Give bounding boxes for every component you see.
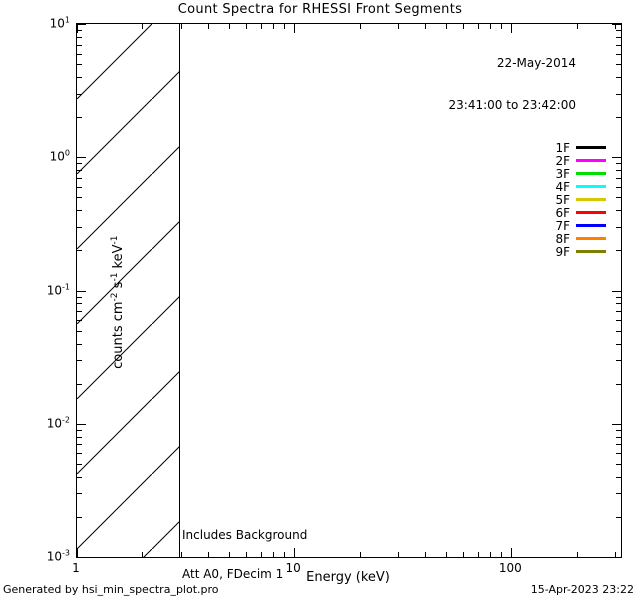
axis-tick	[260, 24, 262, 29]
axis-tick	[616, 330, 621, 332]
legend-time-range: 23:41:00 to 23:42:00	[448, 98, 576, 112]
axis-tick	[616, 444, 621, 446]
axis-tick	[463, 552, 465, 557]
legend-item-6f[interactable]: 6F	[380, 205, 620, 220]
axis-tick	[616, 429, 621, 431]
legend-item-label: 2F	[555, 153, 570, 168]
axis-tick	[612, 290, 621, 292]
axis-tick	[616, 360, 621, 362]
legend-color-swatch	[576, 146, 606, 149]
y-tick-label: 10-3	[46, 548, 70, 564]
legend-item-label: 3F	[555, 166, 570, 181]
axis-tick	[616, 383, 621, 385]
plot-frame: counts cm-2 s-1 keV-1	[76, 23, 622, 558]
y-tick-label: 10-2	[46, 415, 70, 431]
legend-date: 22-May-2014	[496, 56, 576, 70]
axis-tick	[616, 311, 621, 313]
legend-color-swatch	[576, 185, 606, 188]
axis-tick	[284, 24, 286, 29]
axis-tick	[511, 548, 513, 557]
legend-color-swatch	[576, 172, 606, 175]
footer-generator: Generated by hsi_min_spectra_plot.pro	[3, 583, 219, 596]
axis-tick	[616, 493, 621, 495]
legend-item-label: 5F	[555, 192, 570, 207]
axis-tick	[576, 552, 578, 557]
x-tick-label: 1	[72, 561, 80, 575]
legend-item-7f[interactable]: 7F	[380, 218, 620, 233]
legend-entries: 1F 2F 3F 4F 5F 6F 7F 8F 9F	[380, 140, 620, 259]
x-tick-label: 10	[285, 561, 301, 575]
axis-tick	[207, 24, 209, 29]
legend-item-9f[interactable]: 9F	[380, 244, 620, 259]
axis-tick	[397, 552, 399, 557]
hatched-band-edge	[179, 24, 180, 557]
axis-tick	[245, 24, 247, 29]
axis-tick	[180, 24, 182, 29]
axis-tick	[477, 552, 479, 557]
annotation-line-2: Att A0, FDecim 1	[182, 567, 284, 581]
legend-color-swatch	[576, 211, 606, 214]
axis-tick	[616, 303, 621, 305]
legend-item-5f[interactable]: 5F	[380, 192, 620, 207]
axis-tick	[612, 24, 621, 25]
axis-tick	[228, 24, 230, 29]
page-title: Count Spectra for RHESSI Front Segments	[177, 2, 463, 17]
x-axis-title: Energy (keV)	[306, 570, 390, 585]
axis-tick	[294, 24, 296, 33]
axis-tick	[576, 552, 578, 557]
legend-item-label: 9F	[555, 244, 570, 259]
x-tick-label: 100	[498, 561, 522, 575]
axis-tick	[612, 423, 621, 425]
axis-tick	[616, 436, 621, 438]
legend-item-label: 1F	[555, 140, 570, 155]
annotation-line-1: Includes Background	[182, 528, 308, 542]
y-tick-label: 101	[49, 15, 70, 31]
legend-item-3f[interactable]: 3F	[380, 166, 620, 181]
plot-annotation: Includes Background Att A0, FDecim 1	[182, 503, 307, 600]
legend-color-swatch	[576, 250, 606, 253]
y-axis-title: counts cm-2 s-1 keV-1	[109, 235, 127, 369]
legend: 22-May-2014 23:41:00 to 23:42:00 1F 2F 3F 4…	[380, 28, 620, 286]
legend-item-label: 7F	[555, 218, 570, 233]
hatched-energy-band	[77, 24, 179, 557]
legend-item-8f[interactable]: 8F	[380, 231, 620, 246]
plot-area	[77, 24, 621, 557]
axis-tick	[359, 24, 361, 29]
axis-tick	[445, 552, 447, 557]
axis-tick	[614, 552, 616, 557]
y-tick-label: 10-1	[46, 282, 70, 297]
axis-tick	[424, 552, 426, 557]
y-tick-label: 100	[49, 148, 70, 164]
axis-tick	[616, 343, 621, 345]
legend-item-4f[interactable]: 4F	[380, 179, 620, 194]
axis-tick	[501, 552, 503, 557]
axis-tick	[359, 552, 361, 557]
axis-tick	[490, 552, 492, 557]
axis-tick	[616, 320, 621, 322]
legend-color-swatch	[576, 224, 606, 227]
legend-item-2f[interactable]: 2F	[380, 153, 620, 168]
legend-item-label: 6F	[555, 205, 570, 220]
axis-tick	[616, 296, 621, 298]
axis-tick	[616, 516, 621, 518]
legend-item-label: 4F	[555, 179, 570, 194]
axis-tick	[616, 463, 621, 465]
legend-color-swatch	[576, 159, 606, 162]
legend-item-label: 8F	[555, 231, 570, 246]
axis-tick	[616, 453, 621, 455]
legend-item-1f[interactable]: 1F	[380, 140, 620, 155]
legend-color-swatch	[576, 237, 606, 240]
footer-timestamp: 15-Apr-2023 23:22	[530, 583, 634, 596]
legend-color-swatch	[576, 198, 606, 201]
axis-tick	[616, 476, 621, 478]
axis-tick	[273, 24, 275, 29]
axis-tick	[614, 552, 616, 557]
